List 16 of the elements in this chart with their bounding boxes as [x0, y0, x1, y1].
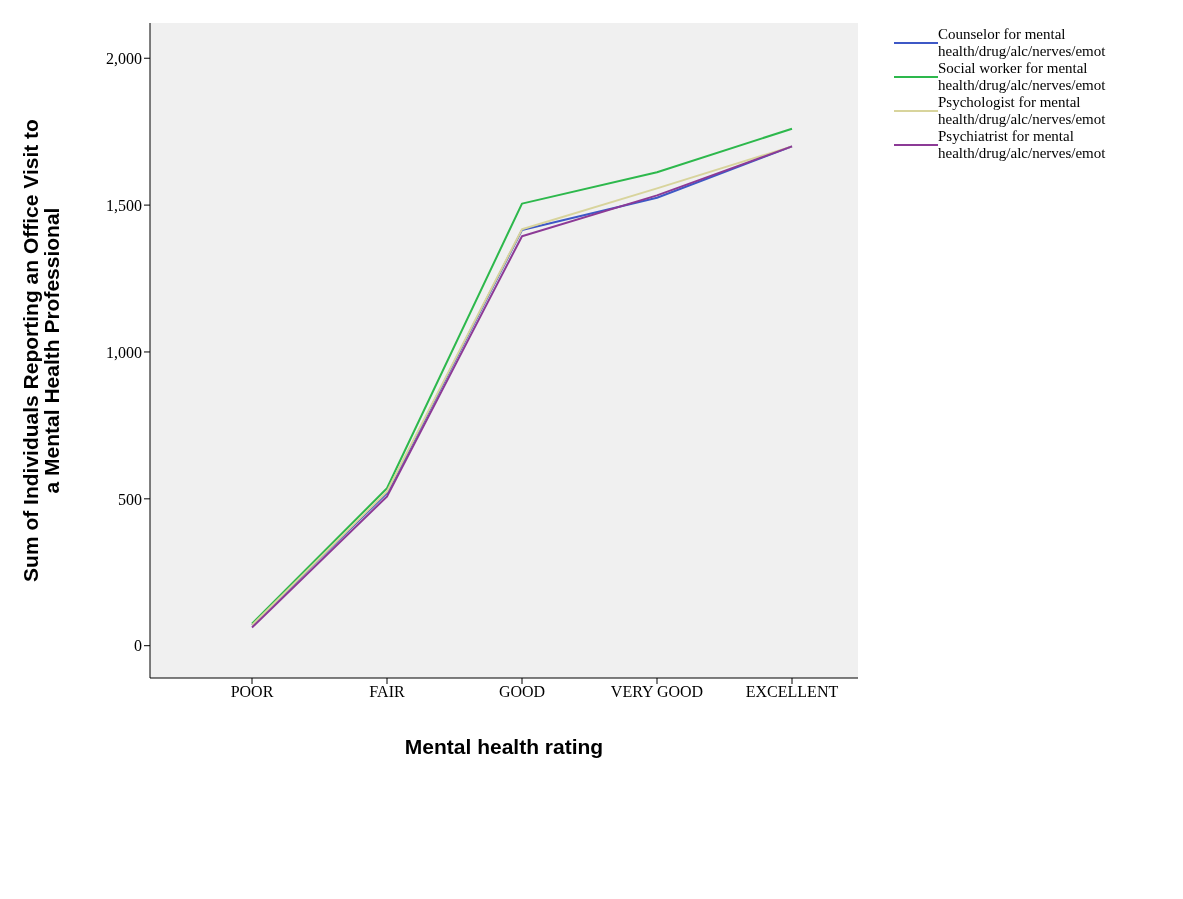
x-tick-label: VERY GOOD: [610, 683, 704, 701]
legend-label: Counselor for mental health/drug/alc/nerves/emot: [938, 26, 1107, 60]
y-tick-label: 0: [134, 637, 142, 655]
x-axis-title: Mental health rating: [404, 735, 604, 758]
y-tick-label: 2,000: [106, 49, 142, 67]
x-tick-label: FAIR: [369, 683, 405, 701]
y-tick-label: 500: [118, 490, 142, 508]
legend-label: Social worker for mental health/drug/alc/nerves/emot: [938, 60, 1107, 94]
legend-label: Psychiatrist for mental health/drug/alc/nerves/emot: [938, 128, 1107, 162]
x-tick-label: EXCELLENT: [745, 683, 839, 701]
y-tick-label: 1,000: [106, 343, 142, 361]
x-tick-label: POOR: [230, 683, 274, 701]
x-tick-label: GOOD: [498, 683, 546, 701]
legend-label: Psychologist for mental health/drug/alc/nerves/emot: [938, 94, 1107, 128]
y-tick-label: 1,500: [106, 196, 142, 214]
y-axis-title: Sum of Individuals Reporting an Office Visit to a Mental Health Professional: [19, 119, 63, 582]
